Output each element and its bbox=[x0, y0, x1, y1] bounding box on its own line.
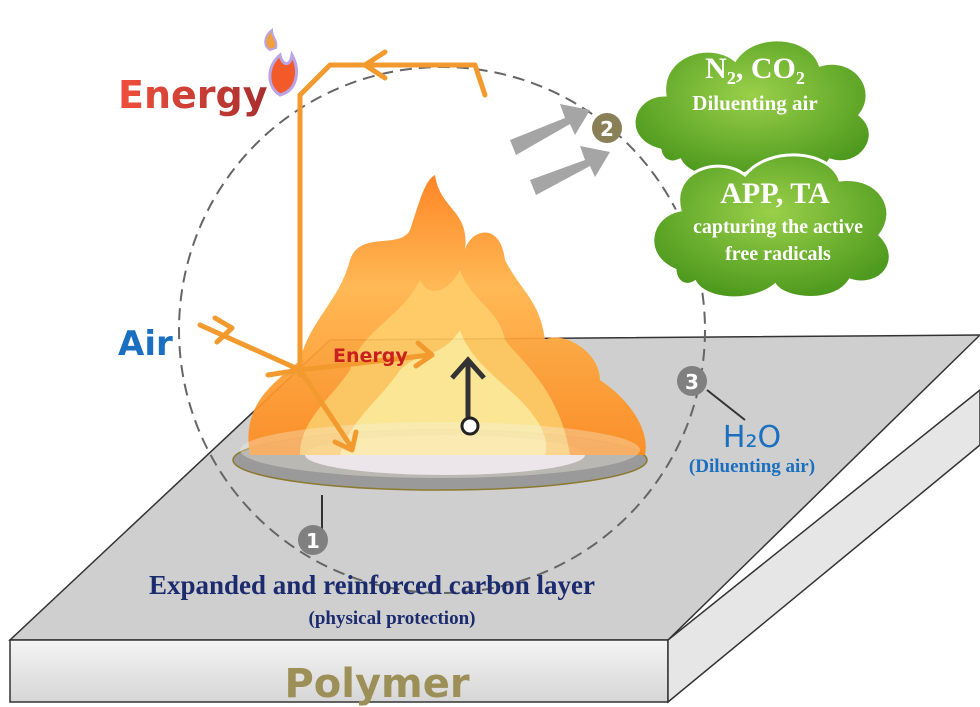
cloud-text: Diluenting air bbox=[692, 91, 817, 115]
water-title: H₂O bbox=[723, 420, 781, 455]
marker-label: 1 bbox=[306, 529, 320, 553]
marker-label: 2 bbox=[600, 117, 614, 141]
carbon-title: Expanded and reinforced carbon layer bbox=[149, 570, 595, 600]
water-text: (Diluenting air) bbox=[689, 456, 815, 477]
energy-label: Energy bbox=[118, 73, 268, 117]
diagram: 1 2 3 Energy Air Energy N₂, CO₂ Diluenti… bbox=[0, 0, 980, 707]
cloud-title: APP, TA bbox=[720, 177, 830, 210]
carbon-text: (physical protection) bbox=[309, 608, 476, 629]
cloud-title: N₂, CO₂ bbox=[705, 52, 805, 85]
energy-inner-label: Energy bbox=[333, 345, 408, 367]
cloud-text: capturing the active bbox=[693, 216, 863, 238]
gas-arrows bbox=[510, 104, 610, 195]
flame bbox=[248, 175, 645, 455]
substrate-label: Polymer bbox=[284, 661, 469, 707]
air-label: Air bbox=[118, 324, 173, 364]
flame-icon bbox=[270, 55, 297, 95]
haze bbox=[240, 422, 640, 478]
origin-dot bbox=[462, 418, 478, 434]
marker-label: 3 bbox=[685, 370, 699, 394]
flame-icon-small bbox=[265, 30, 276, 50]
cloud-text: free radicals bbox=[725, 243, 831, 265]
